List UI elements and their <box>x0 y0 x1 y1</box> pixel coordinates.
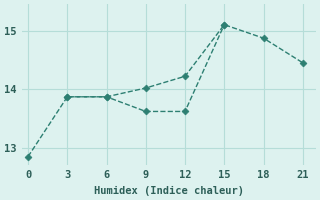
X-axis label: Humidex (Indice chaleur): Humidex (Indice chaleur) <box>94 186 244 196</box>
